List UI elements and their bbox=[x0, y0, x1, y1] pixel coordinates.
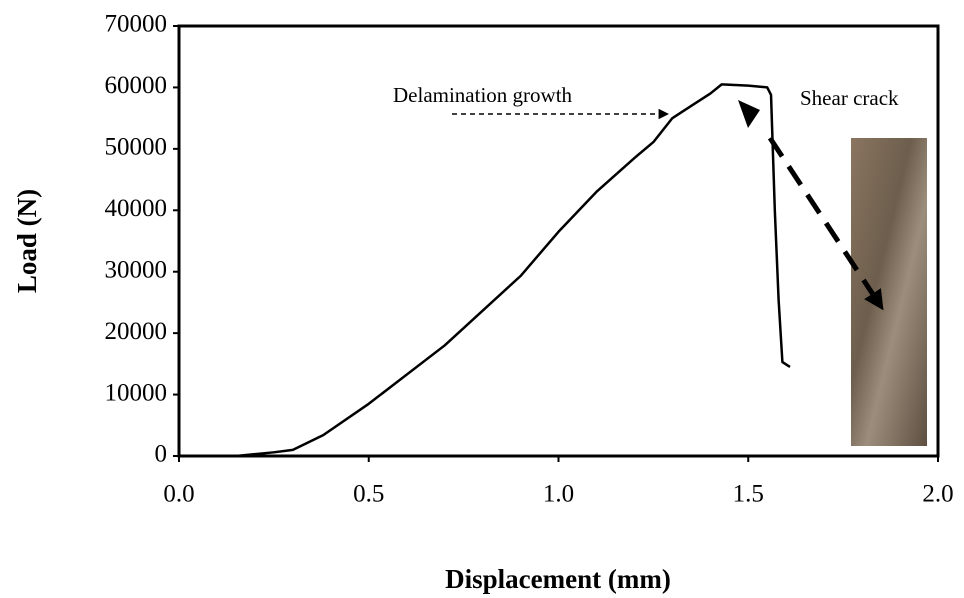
annotation-arrowhead bbox=[738, 100, 760, 128]
y-tick-label: 0 bbox=[155, 441, 168, 468]
y-tick-label: 50000 bbox=[105, 134, 168, 161]
x-axis-title: Displacement (mm) bbox=[445, 564, 671, 594]
y-tick-label: 70000 bbox=[105, 11, 168, 38]
specimen-photo bbox=[851, 138, 927, 446]
x-tick-label: 0.5 bbox=[353, 481, 384, 508]
y-tick-label: 60000 bbox=[105, 72, 168, 99]
y-axis-title: Load (N) bbox=[12, 189, 42, 293]
x-tick-label: 1.5 bbox=[733, 481, 764, 508]
y-tick-label: 30000 bbox=[105, 256, 168, 283]
x-tick-label: 2.0 bbox=[922, 481, 953, 508]
annotation: Delamination growth bbox=[393, 83, 573, 107]
data-line bbox=[179, 83, 791, 458]
annotation: Shear crack bbox=[800, 86, 899, 110]
y-tick-label: 10000 bbox=[105, 379, 168, 406]
x-tick-label: 1.0 bbox=[543, 481, 574, 508]
y-tick-label: 20000 bbox=[105, 318, 168, 345]
y-tick-label: 40000 bbox=[105, 195, 168, 222]
x-tick-label: 0.0 bbox=[163, 481, 194, 508]
